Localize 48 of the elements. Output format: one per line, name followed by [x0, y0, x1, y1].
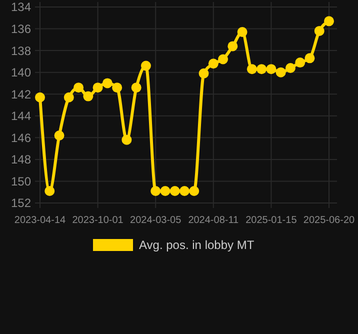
point: [228, 41, 238, 52]
point: [150, 186, 161, 196]
point: [54, 130, 64, 140]
x-tick-label: 2024-03-05: [130, 215, 182, 226]
point: [74, 82, 84, 93]
y-tick-label: 136: [10, 22, 32, 36]
point: [102, 78, 112, 88]
point: [256, 64, 267, 74]
point: [92, 82, 103, 93]
point: [35, 92, 45, 102]
point: [324, 16, 334, 26]
point: [189, 186, 200, 196]
x-tick-label: 2025-01-15: [246, 215, 298, 226]
point: [44, 186, 55, 196]
point: [180, 186, 190, 196]
x-tick-label: 2024-08-11: [188, 215, 240, 226]
point: [285, 62, 296, 73]
y-tick-label: 150: [10, 174, 32, 188]
y-tick-label: 148: [10, 152, 32, 167]
y-tick-label: 134: [10, 0, 32, 14]
x-tick-label: 2023-10-01: [72, 215, 124, 226]
point: [140, 60, 151, 71]
point: [237, 27, 248, 38]
y-tick-label: 146: [10, 130, 32, 145]
y-tick-label: 152: [10, 196, 32, 210]
y-tick-label: 144: [10, 109, 32, 124]
legend-label: Avg. pos. in lobby MT: [139, 238, 255, 252]
y-tick-label: 138: [10, 44, 32, 58]
point: [208, 58, 218, 69]
point: [112, 82, 122, 93]
x-tick-label: 2023-04-14: [14, 215, 66, 226]
point: [170, 186, 180, 196]
point: [64, 92, 74, 102]
point: [304, 53, 315, 64]
point: [246, 64, 257, 74]
point: [160, 186, 170, 196]
point: [198, 68, 209, 78]
x-tick-label: 2025-06-20: [303, 215, 356, 226]
point: [276, 67, 286, 78]
point: [83, 91, 94, 102]
point: [218, 54, 228, 64]
point: [131, 82, 142, 93]
y-tick-label: 140: [10, 66, 32, 80]
point: [122, 134, 132, 145]
point: [314, 26, 324, 36]
point: [266, 64, 276, 74]
point: [295, 58, 306, 68]
y-tick-label: 142: [10, 87, 32, 102]
